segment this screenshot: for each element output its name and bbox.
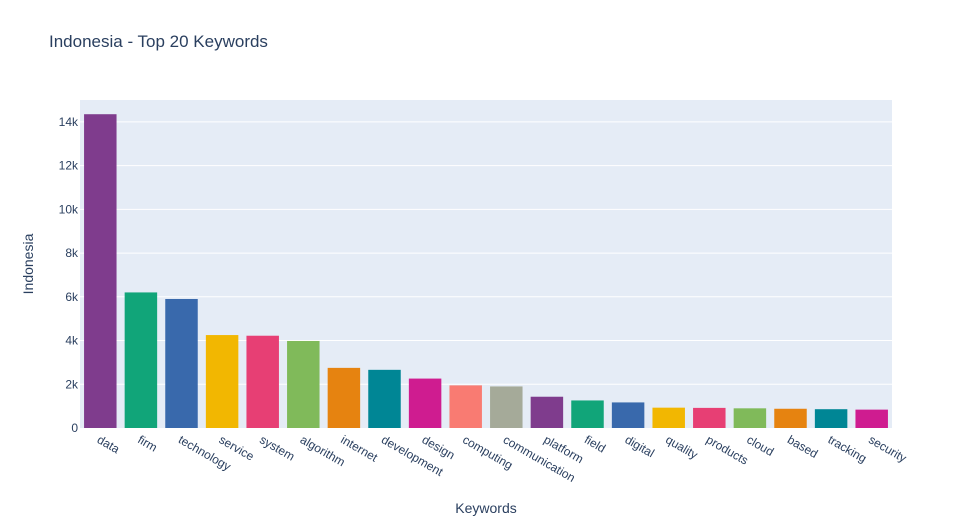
x-tick-label: security <box>866 432 909 465</box>
y-tick-label: 10k <box>59 202 79 216</box>
y-tick-label: 2k <box>65 377 79 391</box>
bar-firm[interactable] <box>124 292 158 428</box>
bar-field[interactable] <box>571 400 604 428</box>
y-tick-label: 14k <box>59 115 79 129</box>
bars <box>84 114 888 429</box>
bar-digital[interactable] <box>611 402 645 428</box>
x-tick-label: digital <box>623 432 657 460</box>
bar-design[interactable] <box>408 378 442 428</box>
x-tick-label: tracking <box>826 432 869 465</box>
bar-products[interactable] <box>693 407 726 428</box>
bar-communication[interactable] <box>490 386 523 428</box>
bar-tracking[interactable] <box>814 409 848 428</box>
x-tick-label: firm <box>135 432 159 454</box>
y-tick-label: 4k <box>65 334 79 348</box>
x-tick-label: algorithm <box>298 432 348 469</box>
bar-cloud[interactable] <box>733 408 767 428</box>
bar-computing[interactable] <box>449 385 482 428</box>
x-tick-label: field <box>582 432 608 455</box>
y-axis-title: Indonesia <box>20 233 36 294</box>
bar-based[interactable] <box>774 408 807 428</box>
bar-system[interactable] <box>246 335 279 428</box>
bar-data[interactable] <box>84 114 117 429</box>
bar-technology[interactable] <box>165 298 198 428</box>
chart-title: Indonesia - Top 20 Keywords <box>49 32 268 51</box>
gridlines <box>80 121 892 385</box>
x-axis-title: Keywords <box>455 500 516 516</box>
bar-development[interactable] <box>368 369 401 428</box>
bar-quality[interactable] <box>652 407 685 428</box>
x-tick-label: quality <box>663 432 700 461</box>
y-tick-label: 12k <box>59 159 79 173</box>
bar-service[interactable] <box>205 335 239 428</box>
bar-internet[interactable] <box>327 367 361 428</box>
x-tick-label: based <box>785 432 820 460</box>
bar-platform[interactable] <box>530 396 564 428</box>
bar-security[interactable] <box>855 409 888 428</box>
x-tick-label: products <box>704 432 751 467</box>
plot-area <box>80 100 892 428</box>
y-tick-label: 0 <box>71 421 78 435</box>
x-tick-label: data <box>95 432 123 456</box>
y-axis-ticks: 0 2k 4k 6k 8k 10k 12k 14k <box>59 115 79 435</box>
x-tick-label: system <box>257 432 297 463</box>
y-tick-label: 6k <box>65 290 79 304</box>
y-tick-label: 8k <box>65 246 79 260</box>
bar-algorithm[interactable] <box>287 340 320 428</box>
